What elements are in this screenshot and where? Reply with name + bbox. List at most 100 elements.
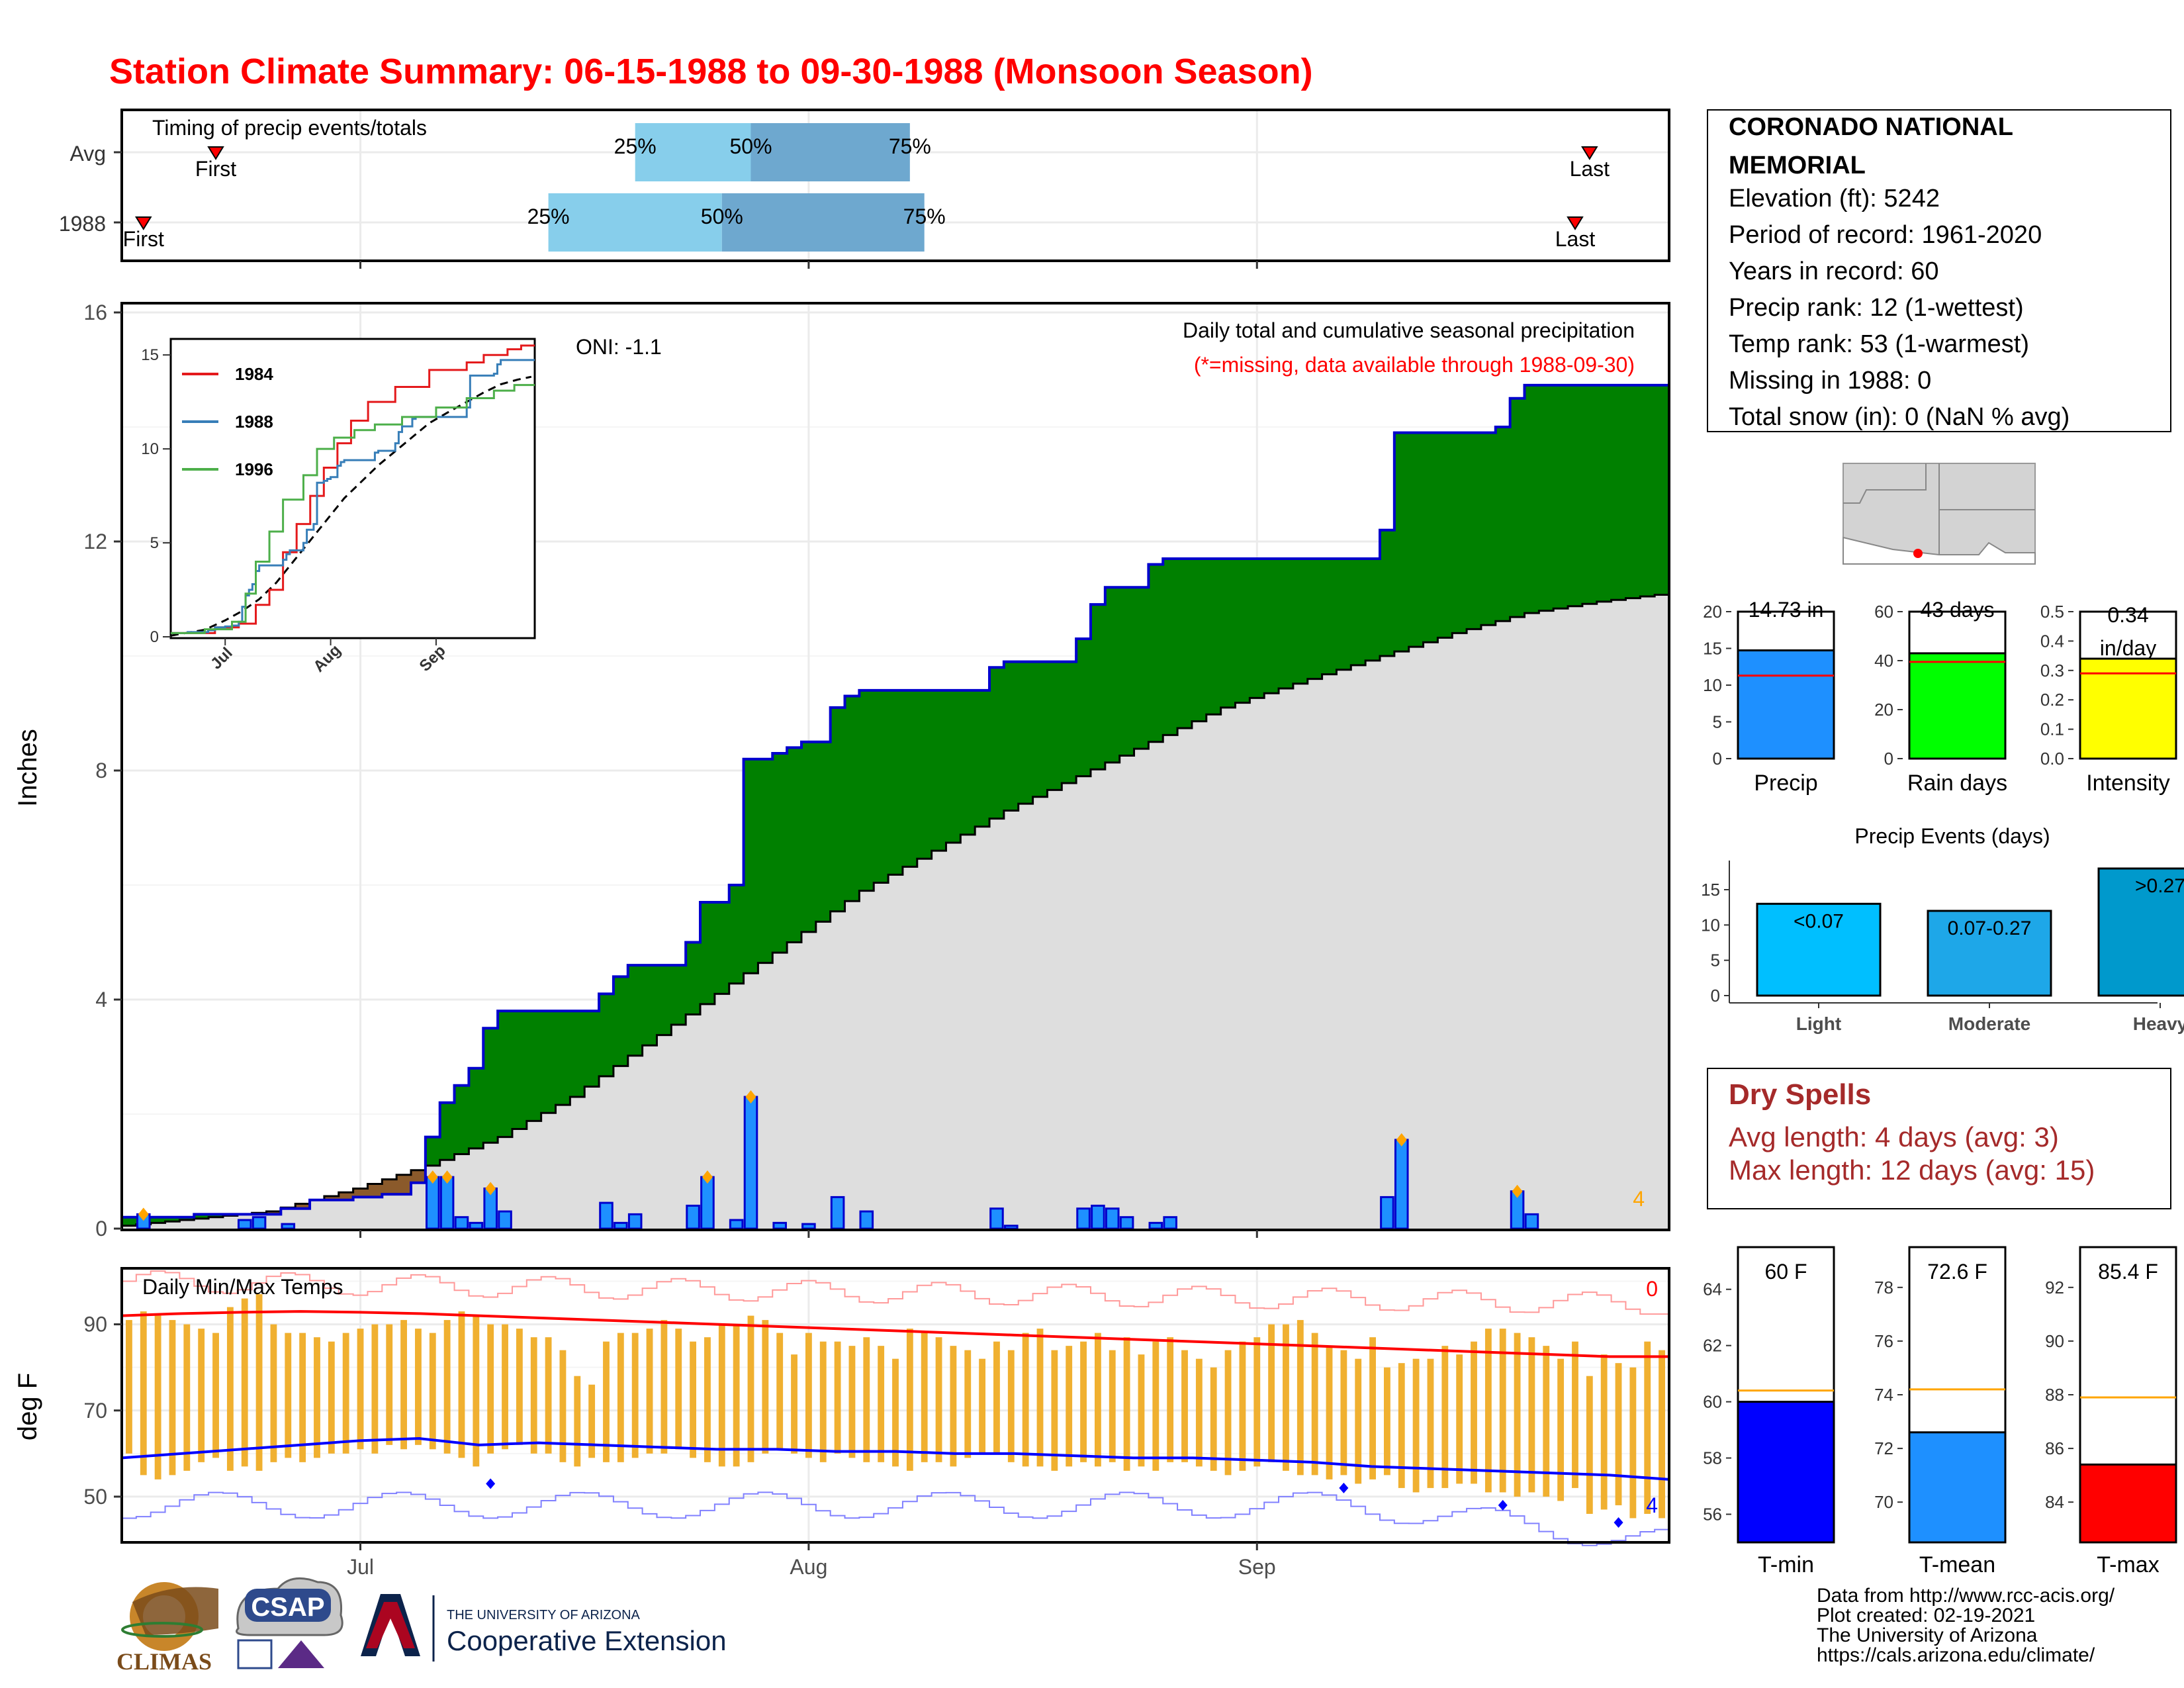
station-snow: Total snow (in): 0 (NaN % avg) bbox=[1729, 403, 2070, 431]
daily-temp-bar bbox=[646, 1329, 653, 1454]
temp-box-ytick-label: 78 bbox=[1874, 1278, 1893, 1297]
temp-box-ytick-label: 62 bbox=[1703, 1336, 1722, 1356]
temp-ytick-label: 90 bbox=[83, 1313, 107, 1336]
temp-count-bottom: 4 bbox=[1646, 1493, 1658, 1517]
avg-cumulative-line bbox=[122, 593, 1669, 1227]
temp-box-ytick-label: 72 bbox=[1874, 1438, 1893, 1458]
daily-temp-bar bbox=[892, 1358, 899, 1467]
credit-line2: Plot created: 02-19-2021 bbox=[1817, 1605, 2035, 1626]
daily-precip-bar bbox=[251, 1216, 267, 1230]
daily-temp-bar bbox=[819, 1341, 827, 1462]
station-temp-rank: Temp rank: 53 (1-warmest) bbox=[1729, 330, 2029, 358]
temp-box-label-2: T-max bbox=[2097, 1552, 2159, 1577]
daily-temp-bar bbox=[1369, 1337, 1376, 1479]
dry-spells-title: Dry Spells bbox=[1729, 1078, 1871, 1111]
daily-temp-bar bbox=[473, 1315, 480, 1467]
daily-temp-bar bbox=[400, 1320, 408, 1450]
daily-precip-bar bbox=[743, 1096, 758, 1230]
daily-temp-bar bbox=[863, 1337, 870, 1462]
daily-temp-bar bbox=[574, 1376, 581, 1467]
precip-box-ytick-label: 0.0 bbox=[2040, 749, 2064, 769]
events-title: Precip Events (days) bbox=[1854, 824, 2050, 848]
daily-temp-bar bbox=[718, 1324, 725, 1467]
daily-temp-bar bbox=[1253, 1337, 1261, 1467]
daily-precip-bar bbox=[1091, 1204, 1105, 1230]
events-bar-label-heavy: >0.27 bbox=[2135, 875, 2184, 897]
daily-temp-bar bbox=[631, 1333, 639, 1458]
daily-temp-bar bbox=[1398, 1363, 1405, 1488]
daily-temp-bar bbox=[314, 1337, 320, 1458]
daily-temp-bar bbox=[1051, 1350, 1058, 1471]
temp-box-value-1: 72.6 F bbox=[1927, 1260, 1987, 1284]
daily-precip-bar bbox=[454, 1216, 469, 1230]
csap-logo: CSAP bbox=[236, 1577, 343, 1669]
precip-box-ytick-label: 0 bbox=[1884, 749, 1893, 769]
credits: Data from http://www.rcc-acis.org/ Plot … bbox=[1817, 1585, 2115, 1666]
dry-spells-max: Max length: 12 days (avg: 15) bbox=[1729, 1154, 2095, 1186]
inset-ytick-label: 10 bbox=[141, 440, 159, 458]
last-label-avg: Last bbox=[1570, 157, 1610, 181]
daily-temp-bar bbox=[1326, 1346, 1333, 1479]
daily-temp-bar bbox=[1644, 1341, 1651, 1514]
daily-temp-bar bbox=[1080, 1341, 1087, 1462]
credit-line1: Data from http://www.rcc-acis.org/ bbox=[1817, 1585, 2115, 1607]
daily-temp-bar bbox=[1195, 1358, 1203, 1467]
daily-precip-bar bbox=[1524, 1213, 1539, 1230]
daily-temp-bar bbox=[1629, 1367, 1637, 1519]
daily-temp-bar bbox=[342, 1333, 349, 1454]
daily-precip-bar bbox=[1148, 1221, 1163, 1230]
temp-count-top: 0 bbox=[1646, 1277, 1658, 1301]
dry-spells-avg: Avg length: 4 days (avg: 3) bbox=[1729, 1121, 2059, 1152]
daily-temp-bar bbox=[1355, 1358, 1362, 1484]
heavy-event-marker bbox=[485, 1182, 496, 1196]
temp-box-label-1: T-mean bbox=[1919, 1552, 1995, 1577]
daily-temp-bar bbox=[241, 1298, 248, 1467]
temp-value-bar-2 bbox=[2079, 1463, 2177, 1544]
daily-temp-bar bbox=[1615, 1363, 1622, 1505]
daily-temp-bar bbox=[386, 1324, 393, 1445]
daily-temp-bar bbox=[545, 1337, 552, 1454]
events-category-light: Light bbox=[1796, 1013, 1841, 1034]
legend-line2: (*=missing, data available through 1988-… bbox=[1194, 353, 1635, 377]
daily-temp-bar bbox=[443, 1320, 451, 1454]
timing-q50-label-y1988: 50% bbox=[701, 205, 743, 228]
last-marker-avg bbox=[1581, 146, 1598, 160]
daily-precip-bar bbox=[1380, 1196, 1394, 1230]
daily-temp-bar bbox=[169, 1320, 176, 1476]
precip-box-ytick-label: 10 bbox=[1703, 675, 1722, 695]
temp-box-label-0: T-min bbox=[1758, 1552, 1814, 1577]
daily-precip-bar bbox=[439, 1176, 455, 1230]
daily-precip-bar bbox=[281, 1223, 296, 1230]
timing-bar-q2-avg bbox=[751, 123, 910, 181]
ua-small-text: THE UNIVERSITY OF ARIZONA bbox=[447, 1608, 641, 1622]
daily-temp-bar bbox=[255, 1294, 263, 1471]
daily-precip-bar bbox=[1163, 1216, 1177, 1230]
daily-temp-bar bbox=[429, 1333, 436, 1450]
daily-temp-bar bbox=[1109, 1350, 1116, 1462]
temp-box-ytick-label: 92 bbox=[2045, 1278, 2064, 1297]
oni-label: ONI: -1.1 bbox=[576, 335, 662, 359]
daily-temp-bar bbox=[776, 1333, 784, 1450]
daily-temp-bar bbox=[458, 1311, 465, 1458]
last-marker-y1988 bbox=[1567, 216, 1584, 230]
daily-precip-bar bbox=[425, 1176, 440, 1230]
daily-temp-bar bbox=[1181, 1350, 1188, 1462]
daily-temp-bar bbox=[805, 1333, 812, 1458]
daily-temp-bar bbox=[198, 1329, 205, 1462]
daily-temp-bar bbox=[371, 1324, 379, 1454]
daily-temp-bar bbox=[704, 1337, 711, 1462]
temp-xtick-label: Jul bbox=[347, 1555, 374, 1579]
precip-box-ytick-label: 0.4 bbox=[2040, 631, 2064, 651]
daily-temp-bar bbox=[1138, 1354, 1145, 1467]
daily-temp-bar bbox=[993, 1341, 1000, 1454]
precip-box-label-2: Intensity bbox=[2086, 771, 2170, 796]
inset-ytick-label: 5 bbox=[150, 534, 159, 552]
daily-temp-bar bbox=[950, 1346, 957, 1467]
daily-precip-bar bbox=[498, 1210, 512, 1230]
precip-box-ytick-label: 20 bbox=[1703, 602, 1722, 622]
precip-box-ytick-label: 0.3 bbox=[2040, 661, 2064, 680]
daily-temp-bar bbox=[1022, 1333, 1029, 1467]
last-label-y1988: Last bbox=[1555, 227, 1596, 251]
precip-box-ytick-label: 5 bbox=[1713, 712, 1722, 732]
